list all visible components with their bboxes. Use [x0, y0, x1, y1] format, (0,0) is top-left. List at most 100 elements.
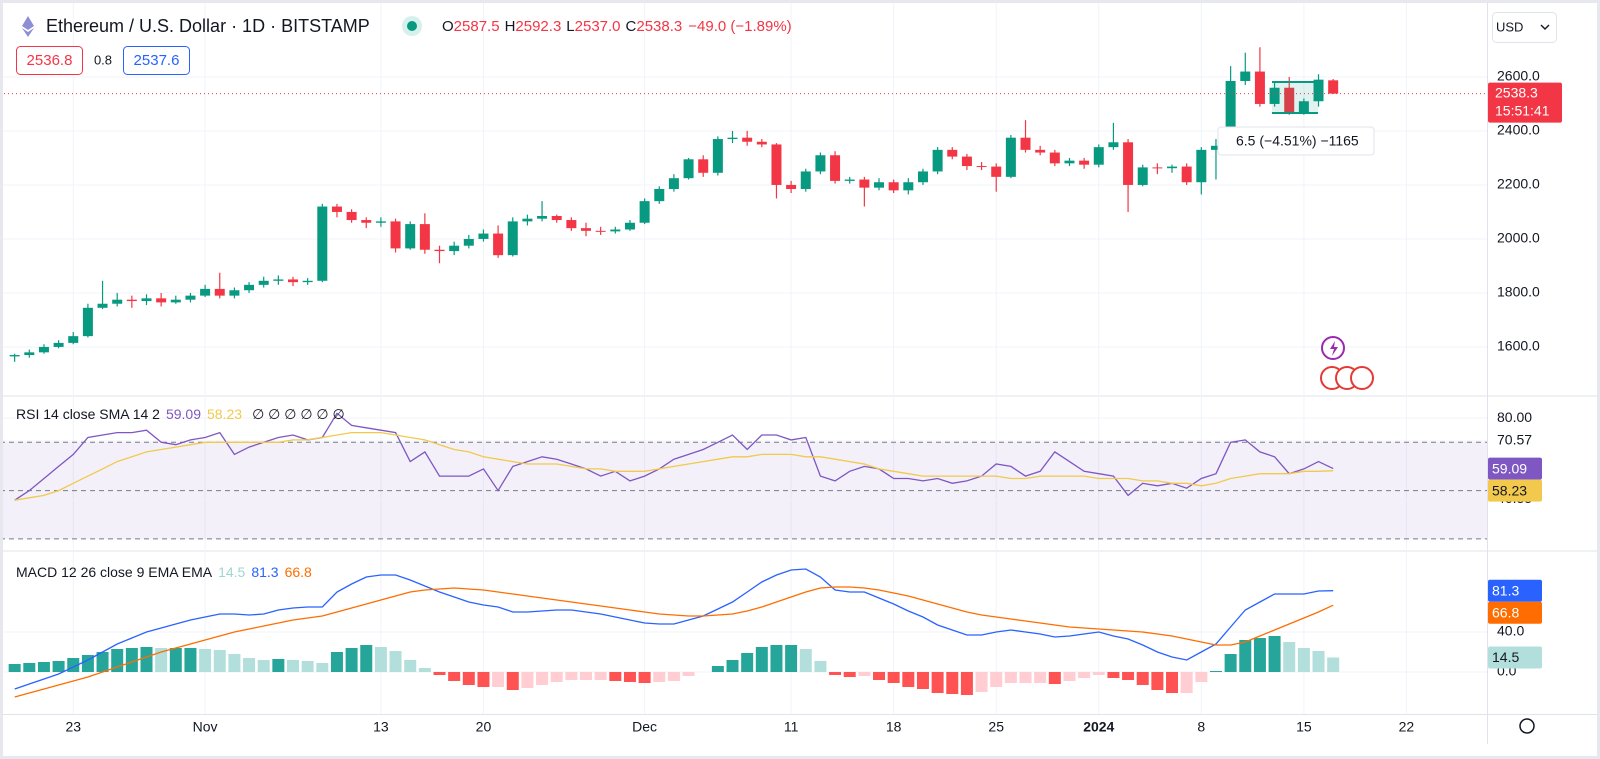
currency-button[interactable]	[1492, 12, 1557, 43]
candle-body	[185, 295, 196, 300]
candle-body	[434, 249, 445, 252]
candle-body	[507, 221, 518, 256]
x-tick-label: 2024	[1083, 719, 1114, 735]
ohlc-key: H	[505, 18, 516, 35]
histogram-bar	[8, 664, 21, 672]
candle-body	[1167, 166, 1178, 169]
histogram-bar	[711, 666, 724, 672]
histogram-bar	[316, 663, 329, 672]
histogram-bar	[1063, 672, 1076, 681]
candle-body	[1005, 137, 1016, 177]
candle-body	[346, 211, 357, 221]
signal-value: 66.8	[285, 564, 312, 580]
candle-body	[1093, 147, 1104, 165]
histogram-bar	[1107, 672, 1120, 678]
candle-body	[888, 182, 899, 191]
candle-body	[639, 201, 650, 223]
histogram-bar	[726, 660, 739, 672]
x-tick-label: 15	[1296, 719, 1312, 735]
ohlc-legend: O2587.5 H2592.3 L2537.0 C2538.3 −49.0 (−1.89…	[442, 18, 792, 35]
histogram-bar	[521, 672, 534, 688]
candle-body	[405, 224, 416, 249]
buy-button[interactable]	[123, 46, 190, 75]
rsi-extra: ∅ ∅ ∅ ∅ ∅ ∅	[252, 406, 345, 422]
histogram-bar	[125, 648, 138, 672]
candle-body	[859, 179, 870, 188]
histogram-bar	[301, 661, 314, 672]
histogram-bar	[404, 660, 417, 672]
histogram-bar	[858, 672, 871, 676]
candle-body	[786, 184, 797, 189]
candle-body	[1123, 142, 1134, 185]
histogram-bar	[1327, 657, 1340, 672]
candle-body	[668, 178, 679, 189]
candle-body	[522, 218, 533, 222]
histogram-bar	[1092, 672, 1105, 675]
histogram-bar	[228, 654, 241, 672]
histogram-bar	[1209, 671, 1222, 672]
histogram-bar	[1151, 672, 1164, 690]
currency[interactable]: USD	[1496, 19, 1523, 34]
candle-body	[302, 280, 313, 283]
ohlc-value: 2538.3	[636, 18, 682, 35]
candle-body	[1284, 87, 1295, 113]
macd-line	[14, 586, 1334, 698]
candle-body	[141, 298, 152, 302]
y-tick-label: 80.00	[1497, 409, 1532, 425]
candle-body	[815, 155, 826, 172]
candle-body	[683, 159, 694, 179]
candle-body	[375, 221, 386, 223]
histogram-bar	[1048, 672, 1061, 684]
histogram-bar	[81, 655, 94, 672]
histogram-bar	[902, 672, 915, 687]
histogram-bar	[155, 648, 168, 672]
candle-body	[156, 298, 167, 303]
candle-body	[917, 171, 928, 183]
histogram-bar	[492, 672, 505, 687]
price-tag-text: 59.09	[1492, 460, 1527, 476]
histogram-bar	[931, 672, 944, 693]
x-tick-label: 23	[65, 719, 81, 735]
histogram-bar	[213, 650, 226, 672]
rsi-line	[14, 431, 1334, 501]
price-tag	[1488, 601, 1542, 624]
flag-icon[interactable]	[1350, 366, 1374, 390]
candle-body	[463, 238, 474, 246]
candle-body	[38, 346, 49, 353]
candle-body	[1152, 167, 1163, 169]
histogram-bar	[257, 660, 270, 672]
histogram-bar	[960, 672, 973, 695]
histogram-bar	[887, 672, 900, 683]
rsi-title: RSI 14 close SMA 14 2	[16, 406, 160, 422]
hist-value: 14.5	[218, 564, 245, 580]
candle-body	[273, 279, 284, 281]
histogram-bar	[667, 672, 680, 681]
histogram-bar	[623, 672, 636, 682]
candle-body	[537, 215, 548, 219]
y-tick-label: 1600.0	[1497, 338, 1540, 354]
price-tag-text: 81.3	[1492, 582, 1519, 598]
candle-body	[756, 141, 767, 145]
y-tick-label: 70.57	[1497, 432, 1532, 448]
measure-tooltip	[1217, 126, 1375, 156]
candle-body	[331, 206, 342, 212]
sell-price[interactable]: 2536.8	[27, 52, 73, 69]
histogram-bar	[96, 652, 109, 672]
histogram-bar	[1180, 672, 1193, 693]
candle-body	[961, 156, 972, 167]
change: −49.0 (−1.89%)	[688, 18, 791, 35]
sell-button[interactable]	[16, 46, 83, 75]
candle-body	[390, 221, 401, 249]
histogram-bar	[448, 672, 461, 681]
histogram-bar	[1034, 672, 1047, 683]
settings-icon[interactable]	[1519, 718, 1535, 734]
histogram-bar	[169, 648, 182, 672]
histogram-bar	[1004, 672, 1017, 683]
candle-body	[170, 299, 181, 303]
y-tick-label: 1800.0	[1497, 284, 1540, 300]
histogram-bar	[755, 647, 768, 672]
buy-price[interactable]: 2537.6	[134, 52, 180, 69]
candle-body	[947, 149, 958, 157]
histogram-bar	[199, 649, 212, 672]
axes: 23 Nov 13 20 Dec 11 18 25 2024 8 15 22 1600.0 1800.0 2…	[65, 68, 1562, 735]
